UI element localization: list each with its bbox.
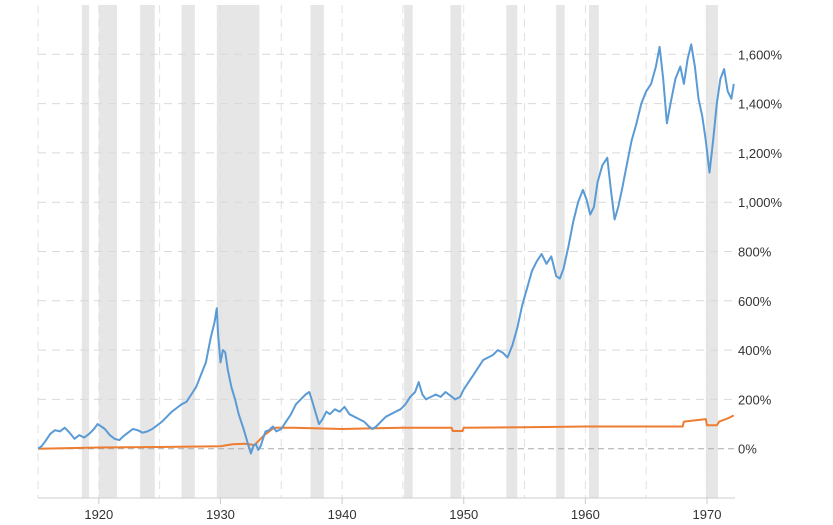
x-tick-label: 1970	[693, 507, 722, 522]
y-tick-label: 1,000%	[738, 195, 783, 210]
recession-band-2	[140, 5, 155, 498]
series-line-0	[37, 43, 735, 455]
recession-band-5	[310, 5, 324, 498]
x-tick-labels: 1920 1930 1940 1950 1960 1970	[84, 507, 721, 522]
y-tick-label: 600%	[738, 294, 772, 309]
recession-band-8	[506, 5, 518, 498]
y-tick-label: 1,400%	[738, 97, 783, 112]
recession-band-1	[98, 5, 118, 498]
y-tick-label: 0%	[738, 442, 757, 457]
recession-band-7	[450, 5, 462, 498]
series-line-1	[37, 414, 735, 450]
grid-lines	[37, 5, 735, 498]
series-lines	[37, 43, 735, 455]
x-tick-label: 1930	[206, 507, 235, 522]
y-tick-label: 1,600%	[738, 47, 783, 62]
recession-band-3	[181, 5, 195, 498]
x-tick-label: 1940	[328, 507, 357, 522]
y-tick-labels: 0% 200% 400% 600% 800% 1,000% 1,200% 1,400% 1,60…	[738, 47, 783, 456]
x-tick-label: 1950	[449, 507, 478, 522]
x-axis	[38, 497, 735, 504]
recession-bands	[81, 5, 718, 498]
y-tick-label: 400%	[738, 343, 772, 358]
y-tick-label: 800%	[738, 245, 772, 260]
x-tick-label: 1920	[84, 507, 113, 522]
x-tick-label: 1960	[571, 507, 600, 522]
y-tick-label: 1,200%	[738, 146, 783, 161]
y-tick-label: 200%	[738, 392, 772, 407]
recession-band-10	[589, 5, 599, 498]
